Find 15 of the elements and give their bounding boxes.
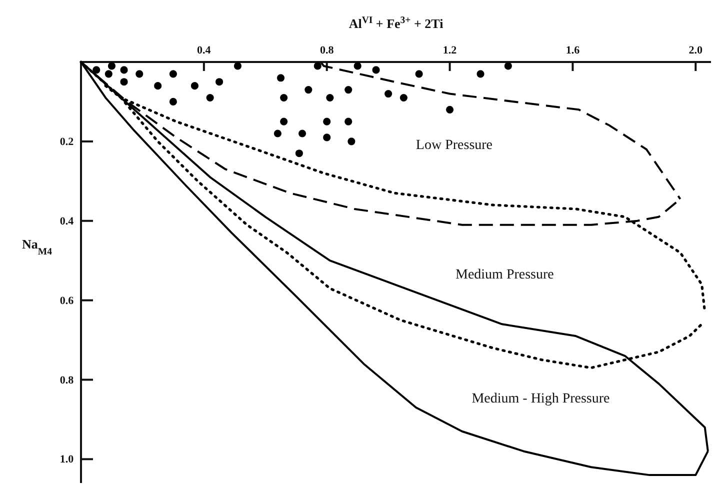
x-axis-title: Al$^{VI}$ + Fe$^{3+}$ + 2Ti [348,14,444,31]
annotation: Medium Pressure [456,267,554,282]
y-tick-label: 1.0 [60,454,74,466]
x-tick-label: 1.2 [442,44,458,57]
x-tick-label: 1.6 [566,44,580,57]
y-tick-label: 0.6 [60,294,74,307]
x-tick-label: 0.4 [197,44,212,57]
y-tick-label: 0.4 [60,215,74,228]
y-tick-label: 0.2 [60,136,74,148]
y-axis-title: Na$_{M4}$ [22,236,52,258]
annotation: Low Pressure [416,138,493,154]
annotation: Medium - High Pressure [472,392,610,407]
x-tick-label: 0.8 [320,44,334,57]
x-tick-label: 2.0 [688,44,704,57]
y-tick-label: 0.8 [60,374,74,386]
